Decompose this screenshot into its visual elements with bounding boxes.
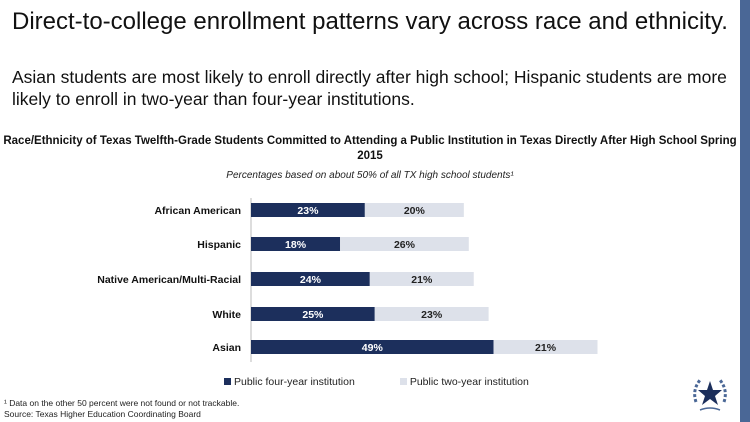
bar-segment — [251, 272, 370, 286]
data-label: 24% — [300, 274, 322, 286]
bar-segment — [340, 237, 469, 251]
category-label: White — [212, 309, 241, 321]
legend-label: Public two-year institution — [409, 376, 529, 388]
category-label: Asian — [212, 342, 241, 354]
data-label: 23% — [297, 205, 319, 217]
bar-segment — [364, 203, 464, 217]
category-label: Native American/Multi-Racial — [97, 274, 241, 286]
category-label: Hispanic — [197, 239, 241, 251]
legend-item-four-year: Public four-year institution — [224, 376, 355, 388]
data-label: 21% — [411, 274, 433, 286]
accent-side-bar — [740, 0, 750, 422]
legend-label: Public four-year institution — [234, 376, 355, 388]
bar-segment — [251, 340, 494, 354]
data-label: 18% — [285, 239, 307, 251]
data-label: 49% — [362, 342, 384, 354]
bar-segment — [251, 203, 365, 217]
bar-segment — [493, 340, 598, 354]
data-label: 21% — [535, 342, 557, 354]
footnote: ¹ Data on the other 50 percent were not … — [4, 398, 240, 408]
bar-chart: African American 23% 20% Hispanic 18% 26% Nati… — [97, 198, 598, 362]
data-label: 25% — [302, 309, 324, 321]
footnotes: ¹ Data on the other 50 percent were not … — [4, 398, 239, 420]
slide-subtitle: Asian students are most likely to enroll… — [12, 67, 727, 109]
data-label: 20% — [404, 205, 426, 217]
legend-item-two-year: Public two-year institution — [399, 376, 529, 388]
legend: Public four-year institution Public two-… — [224, 376, 529, 388]
source: Source: Texas Higher Education Coordinat… — [4, 409, 201, 419]
category-label: African American — [154, 205, 241, 217]
data-label: 26% — [394, 239, 416, 251]
data-label: 23% — [421, 309, 443, 321]
bar-segment — [369, 272, 474, 286]
chart-title: Race/Ethnicity of Texas Twelfth-Grade St… — [3, 135, 737, 162]
bar-segment — [374, 307, 489, 321]
slide-title: Direct-to-college enrollment patterns va… — [12, 8, 728, 35]
bar-segment — [251, 237, 341, 251]
chart-note: Percentages based on about 50% of all TX… — [226, 170, 514, 181]
bar-segment — [251, 307, 375, 321]
legend-swatch — [399, 378, 407, 385]
star-wreath-logo-icon — [693, 379, 727, 411]
legend-swatch — [224, 378, 231, 385]
